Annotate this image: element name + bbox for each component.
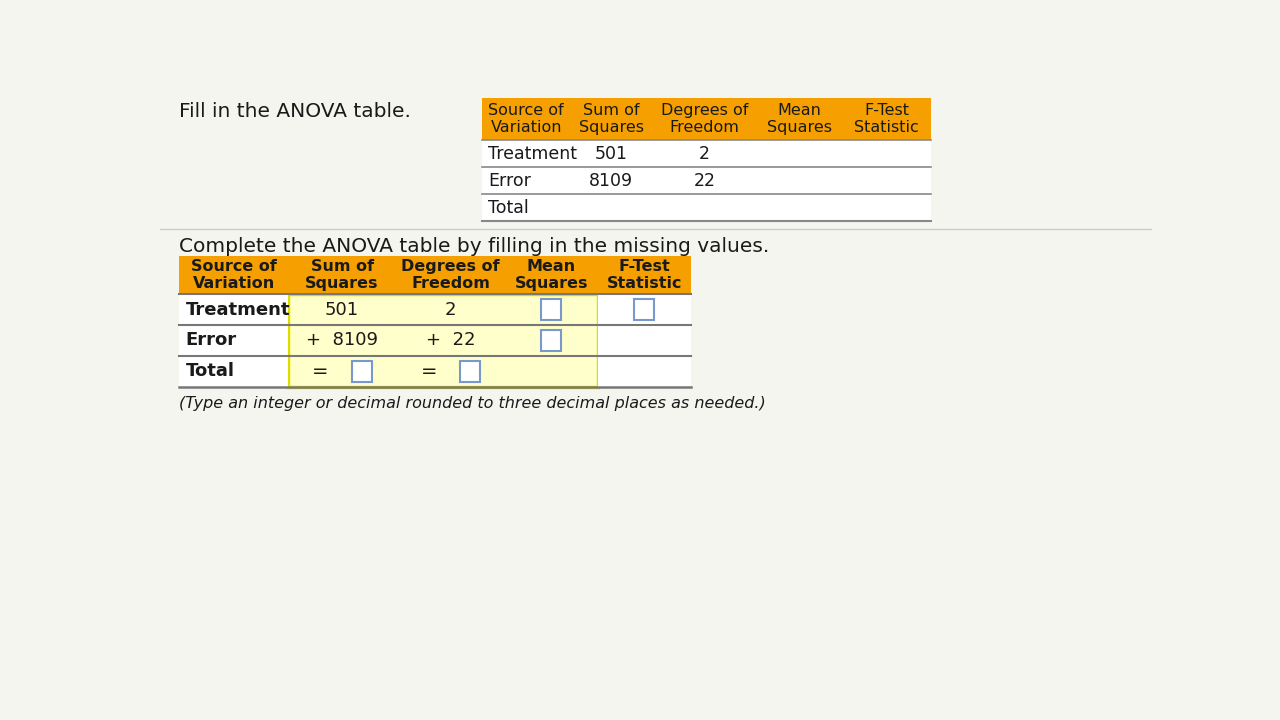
Bar — [598, 356, 691, 387]
Bar — [460, 361, 480, 382]
Bar — [179, 325, 288, 356]
Text: Total: Total — [488, 199, 529, 217]
Text: F-Test
Statistic: F-Test Statistic — [607, 259, 682, 292]
Text: +  22: + 22 — [426, 331, 475, 349]
Bar — [179, 294, 288, 325]
Bar — [481, 140, 931, 167]
Bar — [481, 167, 931, 194]
Text: Fill in the ANOVA table.: Fill in the ANOVA table. — [179, 102, 411, 121]
Text: Treatment: Treatment — [488, 145, 577, 163]
Bar — [481, 98, 931, 140]
Text: Complete the ANOVA table by filling in the missing values.: Complete the ANOVA table by filling in t… — [179, 237, 769, 256]
Text: Degrees of
Freedom: Degrees of Freedom — [402, 259, 500, 292]
Bar — [179, 356, 288, 387]
Bar — [598, 325, 691, 356]
Text: Mean
Squares: Mean Squares — [515, 259, 588, 292]
Bar — [541, 330, 562, 351]
Text: Sum of
Squares: Sum of Squares — [579, 103, 644, 135]
Text: 501: 501 — [325, 301, 360, 319]
Text: 8109: 8109 — [589, 172, 634, 190]
Text: 22: 22 — [694, 172, 716, 190]
Bar — [288, 294, 598, 387]
Text: Sum of
Squares: Sum of Squares — [306, 259, 379, 292]
Text: F-Test
Statistic: F-Test Statistic — [854, 103, 919, 135]
Bar — [598, 294, 691, 325]
Text: Source of
Variation: Source of Variation — [489, 103, 564, 135]
Text: 501: 501 — [595, 145, 628, 163]
Bar — [179, 256, 691, 294]
Text: Treatment: Treatment — [186, 301, 291, 319]
Text: =: = — [421, 361, 438, 381]
Text: 2: 2 — [699, 145, 710, 163]
Bar — [481, 194, 931, 221]
Text: +  8109: + 8109 — [306, 331, 378, 349]
Bar — [352, 361, 371, 382]
Text: Source of
Variation: Source of Variation — [191, 259, 276, 292]
Text: (Type an integer or decimal rounded to three decimal places as needed.): (Type an integer or decimal rounded to t… — [179, 396, 767, 411]
Text: Total: Total — [186, 362, 234, 380]
Text: Degrees of
Freedom: Degrees of Freedom — [660, 103, 748, 135]
Text: =: = — [312, 361, 329, 381]
Text: 2: 2 — [445, 301, 457, 319]
Text: Error: Error — [488, 172, 531, 190]
Bar — [541, 299, 562, 320]
Text: Mean
Squares: Mean Squares — [767, 103, 832, 135]
Bar — [635, 299, 654, 320]
Text: Error: Error — [186, 331, 237, 349]
